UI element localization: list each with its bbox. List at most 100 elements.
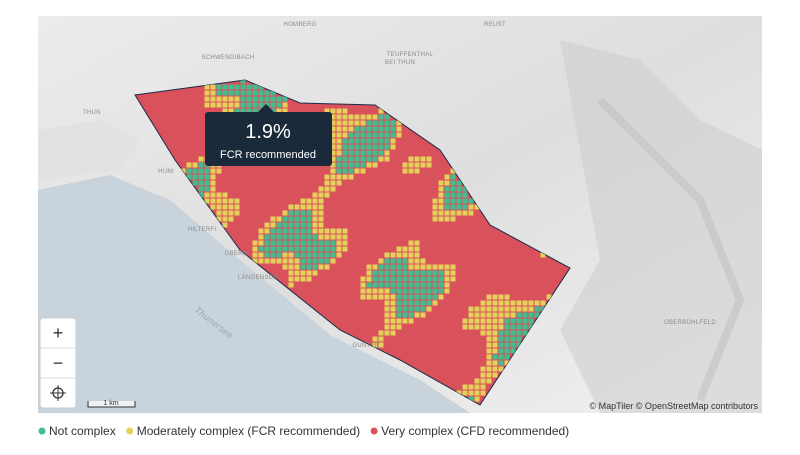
grid-cell xyxy=(444,174,450,180)
grid-cell xyxy=(330,108,336,114)
grid-cell xyxy=(306,270,312,276)
grid-cell xyxy=(414,300,420,306)
grid-cell xyxy=(444,210,450,216)
grid-cell xyxy=(222,96,228,102)
grid-cell xyxy=(462,192,468,198)
grid-cell xyxy=(324,264,330,270)
place-label: REUST xyxy=(484,22,506,28)
grid-cell xyxy=(402,168,408,174)
grid-cell xyxy=(378,294,384,300)
grid-cell xyxy=(330,132,336,138)
grid-cell xyxy=(300,270,306,276)
grid-cell xyxy=(456,180,462,186)
grid-cell xyxy=(228,96,234,102)
grid-cell xyxy=(366,282,372,288)
grid-cell xyxy=(222,84,228,90)
grid-cell xyxy=(444,186,450,192)
grid-cell xyxy=(276,246,282,252)
zoom-controls: + − xyxy=(39,317,77,409)
grid-cell xyxy=(504,360,510,366)
grid-cell xyxy=(300,216,306,222)
grid-cell xyxy=(468,204,474,210)
grid-cell xyxy=(294,240,300,246)
grid-cell xyxy=(384,120,390,126)
grid-cell xyxy=(468,312,474,318)
grid-cell xyxy=(312,210,318,216)
grid-cell xyxy=(228,102,234,108)
grid-cell xyxy=(450,276,456,282)
grid-cell xyxy=(348,144,354,150)
grid-cell xyxy=(396,252,402,258)
grid-cell xyxy=(324,234,330,240)
grid-cell xyxy=(330,156,336,162)
grid-cell xyxy=(354,162,360,168)
grid-cell xyxy=(432,288,438,294)
grid-cell xyxy=(294,228,300,234)
grid-cell xyxy=(468,306,474,312)
grid-cell xyxy=(528,324,534,330)
grid-cell xyxy=(534,306,540,312)
grid-cell xyxy=(504,300,510,306)
grid-cell xyxy=(336,234,342,240)
grid-cell xyxy=(390,324,396,330)
grid-cell xyxy=(264,252,270,258)
zoom-in[interactable]: + xyxy=(53,323,64,343)
grid-cell xyxy=(396,276,402,282)
grid-cell xyxy=(366,270,372,276)
grid-cell xyxy=(384,252,390,258)
grid-cell xyxy=(342,150,348,156)
grid-cell xyxy=(414,168,420,174)
grid-cell xyxy=(456,210,462,216)
grid-cell xyxy=(354,114,360,120)
grid-cell xyxy=(456,204,462,210)
grid-cell xyxy=(318,246,324,252)
grid-cell xyxy=(396,324,402,330)
grid-cell xyxy=(462,390,468,396)
grid-cell xyxy=(402,306,408,312)
grid-cell xyxy=(354,120,360,126)
grid-cell xyxy=(192,168,198,174)
place-label: BEI THUN xyxy=(385,60,415,66)
grid-cell xyxy=(240,80,246,84)
grid-cell xyxy=(234,102,240,108)
grid-cell xyxy=(300,234,306,240)
grid-cell xyxy=(276,240,282,246)
grid-cell xyxy=(462,318,468,324)
grid-cell xyxy=(378,138,384,144)
grid-cell xyxy=(522,312,528,318)
zoom-out[interactable]: − xyxy=(53,353,64,373)
grid-cell xyxy=(414,246,420,252)
grid-cell xyxy=(282,216,288,222)
grid-cell xyxy=(300,258,306,264)
grid-cell xyxy=(354,156,360,162)
place-label: HILTERFI xyxy=(188,227,217,233)
grid-cell xyxy=(324,228,330,234)
grid-cell xyxy=(270,228,276,234)
grid-cell xyxy=(354,168,360,174)
grid-cell xyxy=(360,156,366,162)
grid-cell xyxy=(336,156,342,162)
grid-cell xyxy=(366,138,372,144)
grid-cell xyxy=(210,90,216,96)
grid-cell xyxy=(372,126,378,132)
grid-cell xyxy=(336,114,342,120)
grid-cell xyxy=(402,312,408,318)
grid-cell xyxy=(384,318,390,324)
grid-cell xyxy=(378,258,384,264)
tooltip: 1.9% FCR recommended xyxy=(205,104,332,166)
grid-cell xyxy=(330,162,336,168)
grid-cell xyxy=(378,276,384,282)
place-label: THUN xyxy=(83,110,101,116)
grid-cell xyxy=(378,156,384,162)
locate-button[interactable] xyxy=(50,385,66,401)
grid-cell xyxy=(270,216,276,222)
grid-cell xyxy=(486,306,492,312)
grid-cell xyxy=(498,318,504,324)
grid-cell xyxy=(336,240,342,246)
grid-cell xyxy=(270,258,276,264)
grid-cell xyxy=(336,168,342,174)
grid-cell xyxy=(378,120,384,126)
grid-cell xyxy=(432,276,438,282)
grid-cell xyxy=(414,294,420,300)
grid-cell xyxy=(396,120,402,126)
